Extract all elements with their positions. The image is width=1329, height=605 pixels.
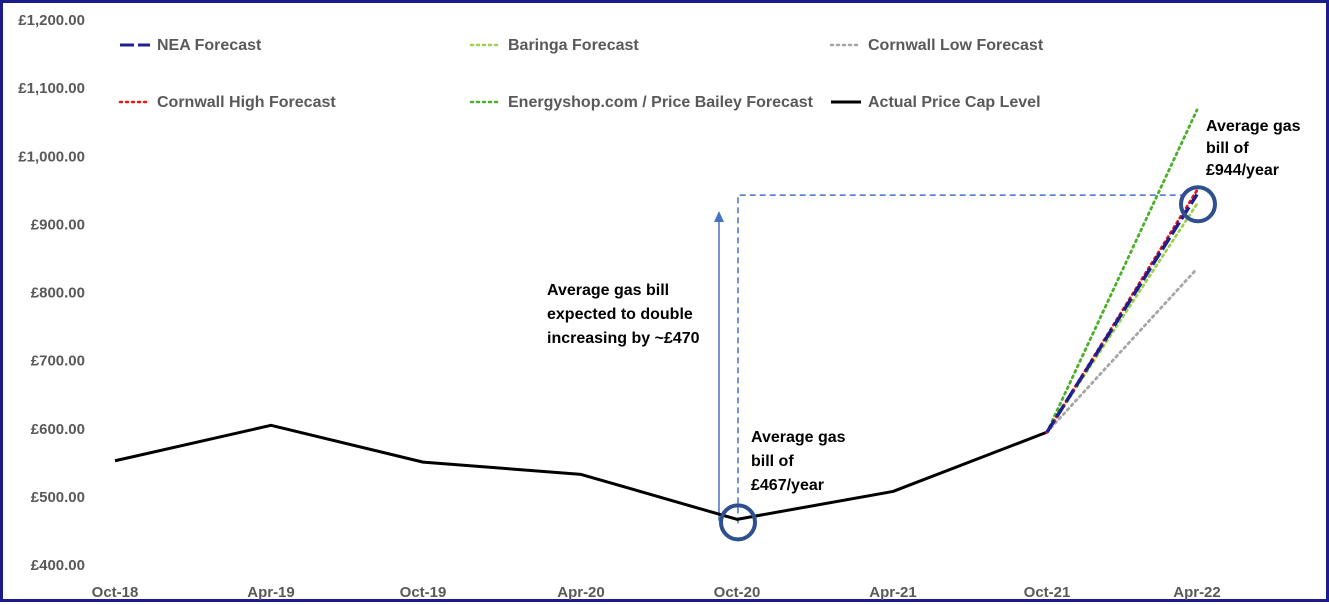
legend-item-energyshop-com-price-bailey-forecast: Energyshop.com / Price Bailey Forecast [469, 94, 814, 111]
annotation-line: £467/year [751, 477, 824, 494]
x-tick-label: Apr-21 [869, 584, 917, 601]
series-line-actual-price-cap-level [114, 423, 1048, 521]
legend-item-actual-price-cap-level: Actual Price Cap Level [831, 94, 1041, 111]
annotation-line: bill of [1206, 140, 1249, 157]
highlight-circle [1179, 185, 1217, 224]
legend-item-nea-forecast: NEA Forecast [120, 37, 262, 54]
annotation-oct20: Average gas bill of £467/year [751, 429, 846, 494]
legend-item-baringa-forecast: Baringa Forecast [469, 37, 639, 54]
y-tick-label: £1,200.00 [18, 12, 85, 29]
legend-label: NEA Forecast [157, 37, 262, 54]
y-tick-label: £700.00 [31, 353, 85, 370]
legend-item-cornwall-high-forecast: Cornwall High Forecast [118, 94, 336, 111]
highlight-circle [719, 503, 757, 542]
x-tick-label: Oct-19 [400, 584, 447, 601]
x-tick-label: Apr-20 [557, 584, 605, 601]
annotation-double: Average gas bill expected to double increa… [547, 282, 700, 347]
annotation-line: expected to double [547, 306, 693, 323]
annotation-line: increasing by ~£470 [547, 330, 700, 347]
x-tick-label: Oct-20 [714, 584, 761, 601]
x-tick-label: Oct-21 [1024, 584, 1071, 601]
series-line-energyshop-com-price-bailey-forecast [1045, 108, 1199, 434]
legend-label: Actual Price Cap Level [868, 94, 1041, 111]
price-cap-chart: £400.00 £500.00 £600.00 £700.00 £800.00 £900.… [18, 12, 1301, 601]
y-tick-label: £400.00 [31, 557, 85, 574]
y-tick-label: £1,000.00 [18, 148, 85, 165]
y-tick-label: £900.00 [31, 216, 85, 233]
x-tick-label: Apr-22 [1173, 584, 1221, 601]
legend-label: Energyshop.com / Price Bailey Forecast [508, 94, 814, 111]
doubling-guide-line [737, 194, 1185, 524]
y-tick-label: £500.00 [31, 489, 85, 506]
annotation-line: Average gas [1206, 118, 1301, 135]
series-line-nea-forecast [1045, 193, 1199, 434]
legend-item-cornwall-low-forecast: Cornwall Low Forecast [829, 37, 1044, 54]
annotation-apr22: Average gas bill of £944/year [1206, 118, 1301, 179]
annotation-line: £944/year [1206, 162, 1279, 179]
x-tick-label: Apr-19 [247, 584, 295, 601]
legend-label: Baringa Forecast [508, 37, 639, 54]
annotation-line: Average gas [751, 429, 846, 446]
increase-arrow-head [714, 210, 724, 222]
y-tick-label: £800.00 [31, 285, 85, 302]
annotation-line: bill of [751, 453, 794, 470]
series-line-baringa-forecast [1045, 202, 1199, 434]
y-tick-label: £1,100.00 [18, 80, 85, 97]
series-line-cornwall-low-forecast [1045, 267, 1199, 434]
x-tick-label: Oct-18 [92, 584, 139, 601]
y-tick-label: £600.00 [31, 421, 85, 438]
legend-label: Cornwall Low Forecast [868, 37, 1044, 54]
legend-label: Cornwall High Forecast [157, 94, 336, 111]
annotation-line: Average gas bill [547, 282, 669, 299]
